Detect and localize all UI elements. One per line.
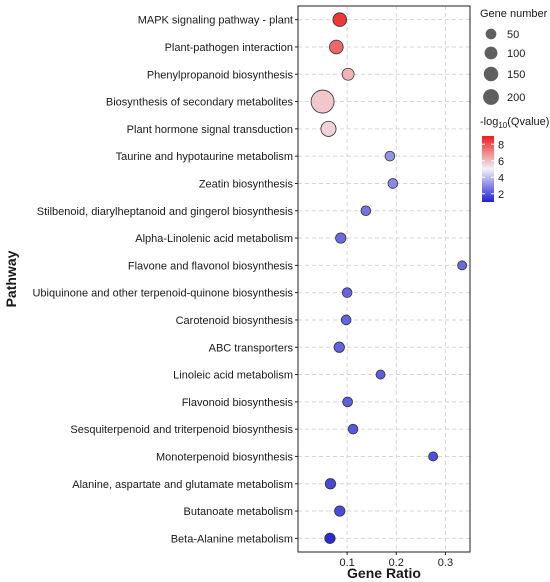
- pathway-label: Butanoate metabolism: [184, 506, 293, 518]
- pathway-label: Linoleic acid metabolism: [173, 370, 293, 382]
- pathway-label: Biosynthesis of secondary metabolites: [106, 97, 294, 109]
- pathway-label: Carotenoid biosynthesis: [176, 315, 294, 327]
- data-point: [384, 150, 396, 162]
- pathway-label: Beta-Alanine metabolism: [171, 533, 293, 545]
- size-legend-key: [483, 89, 499, 105]
- pathway-label: Flavone and flavonol biosynthesis: [128, 260, 294, 272]
- data-point: [360, 205, 372, 217]
- data-point: [334, 505, 346, 517]
- pathway-label: Alpha-Linolenic acid metabolism: [135, 233, 293, 245]
- x-axis-title: Gene Ratio: [347, 565, 421, 581]
- data-point: [329, 39, 344, 55]
- size-legend-key: [483, 66, 499, 82]
- data-point: [342, 396, 353, 408]
- pathway-label: Taurine and hypotaurine metabolism: [116, 151, 293, 163]
- pathway-label: Flavonoid biosynthesis: [182, 397, 294, 409]
- data-point: [335, 232, 347, 244]
- data-point: [457, 260, 468, 271]
- size-legend-title: Gene number: [480, 8, 548, 20]
- color-legend-title-suffix: (Qvalue): [507, 116, 549, 128]
- data-point: [333, 341, 345, 353]
- x-tick-label: 0.3: [438, 557, 453, 569]
- data-point: [320, 120, 337, 137]
- pathway-tick-labels: MAPK signaling pathway - plant Plant-path…: [32, 15, 298, 545]
- color-legend-title: -log10(Qvalue): [480, 116, 549, 130]
- size-legend-key: [485, 28, 497, 40]
- pathway-label: Sesquiterpenoid and triterpenoid biosynt…: [70, 424, 293, 436]
- color-legend-title-subscript: 10: [498, 121, 507, 130]
- data-point: [341, 287, 353, 298]
- color-legend-label: 8: [498, 139, 504, 151]
- color-legend: -log10(Qvalue) 2 4 6 8: [480, 116, 549, 202]
- pathway-label: Ubiquinone and other terpenoid-quinone b…: [32, 288, 293, 300]
- size-legend-label: 200: [507, 92, 525, 104]
- pathway-label: Alanine, aspartate and glutamate metabol…: [72, 479, 293, 491]
- data-point: [340, 314, 352, 326]
- size-legend-label: 100: [507, 48, 525, 60]
- color-legend-label: 6: [498, 156, 504, 168]
- data-points: [310, 12, 468, 544]
- pathway-label: Monoterpenoid biosynthesis: [156, 451, 293, 463]
- color-legend-label: 4: [498, 172, 504, 184]
- x-tick-label: 0.2: [389, 557, 404, 569]
- color-bar: [482, 136, 494, 202]
- x-tick-label: 0.1: [339, 557, 354, 569]
- data-point: [310, 89, 335, 114]
- data-point: [375, 369, 386, 380]
- y-axis-title: Pathway: [3, 250, 19, 307]
- data-point: [387, 178, 399, 189]
- size-legend-label: 150: [507, 69, 525, 81]
- pathway-label: Stilbenoid, diarylheptanoid and gingerol…: [37, 206, 294, 218]
- color-legend-title-prefix: -log: [480, 116, 498, 128]
- size-legend: Gene number 50 100 150 200: [480, 8, 548, 105]
- grid-lines: [298, 6, 470, 552]
- x-axis-ticks: 0.1 0.2 0.3: [339, 552, 453, 569]
- pathway-label: ABC transporters: [209, 342, 294, 354]
- size-legend-label: 50: [507, 29, 519, 41]
- data-point: [341, 67, 355, 81]
- pathway-label: Zeatin biosynthesis: [199, 178, 294, 190]
- color-legend-label: 2: [498, 189, 504, 201]
- pathway-label: Phenylpropanoid biosynthesis: [147, 69, 294, 81]
- data-point: [324, 532, 336, 544]
- pathway-label: Plant-pathogen interaction: [165, 42, 293, 54]
- data-point: [347, 423, 359, 435]
- plot-area-border: [297, 5, 471, 553]
- size-legend-key: [484, 46, 498, 60]
- data-point: [332, 12, 348, 27]
- data-point: [428, 451, 439, 462]
- pathway-label: MAPK signaling pathway - plant: [138, 15, 293, 27]
- pathway-label: Plant hormone signal transduction: [127, 124, 293, 136]
- data-point: [324, 478, 337, 490]
